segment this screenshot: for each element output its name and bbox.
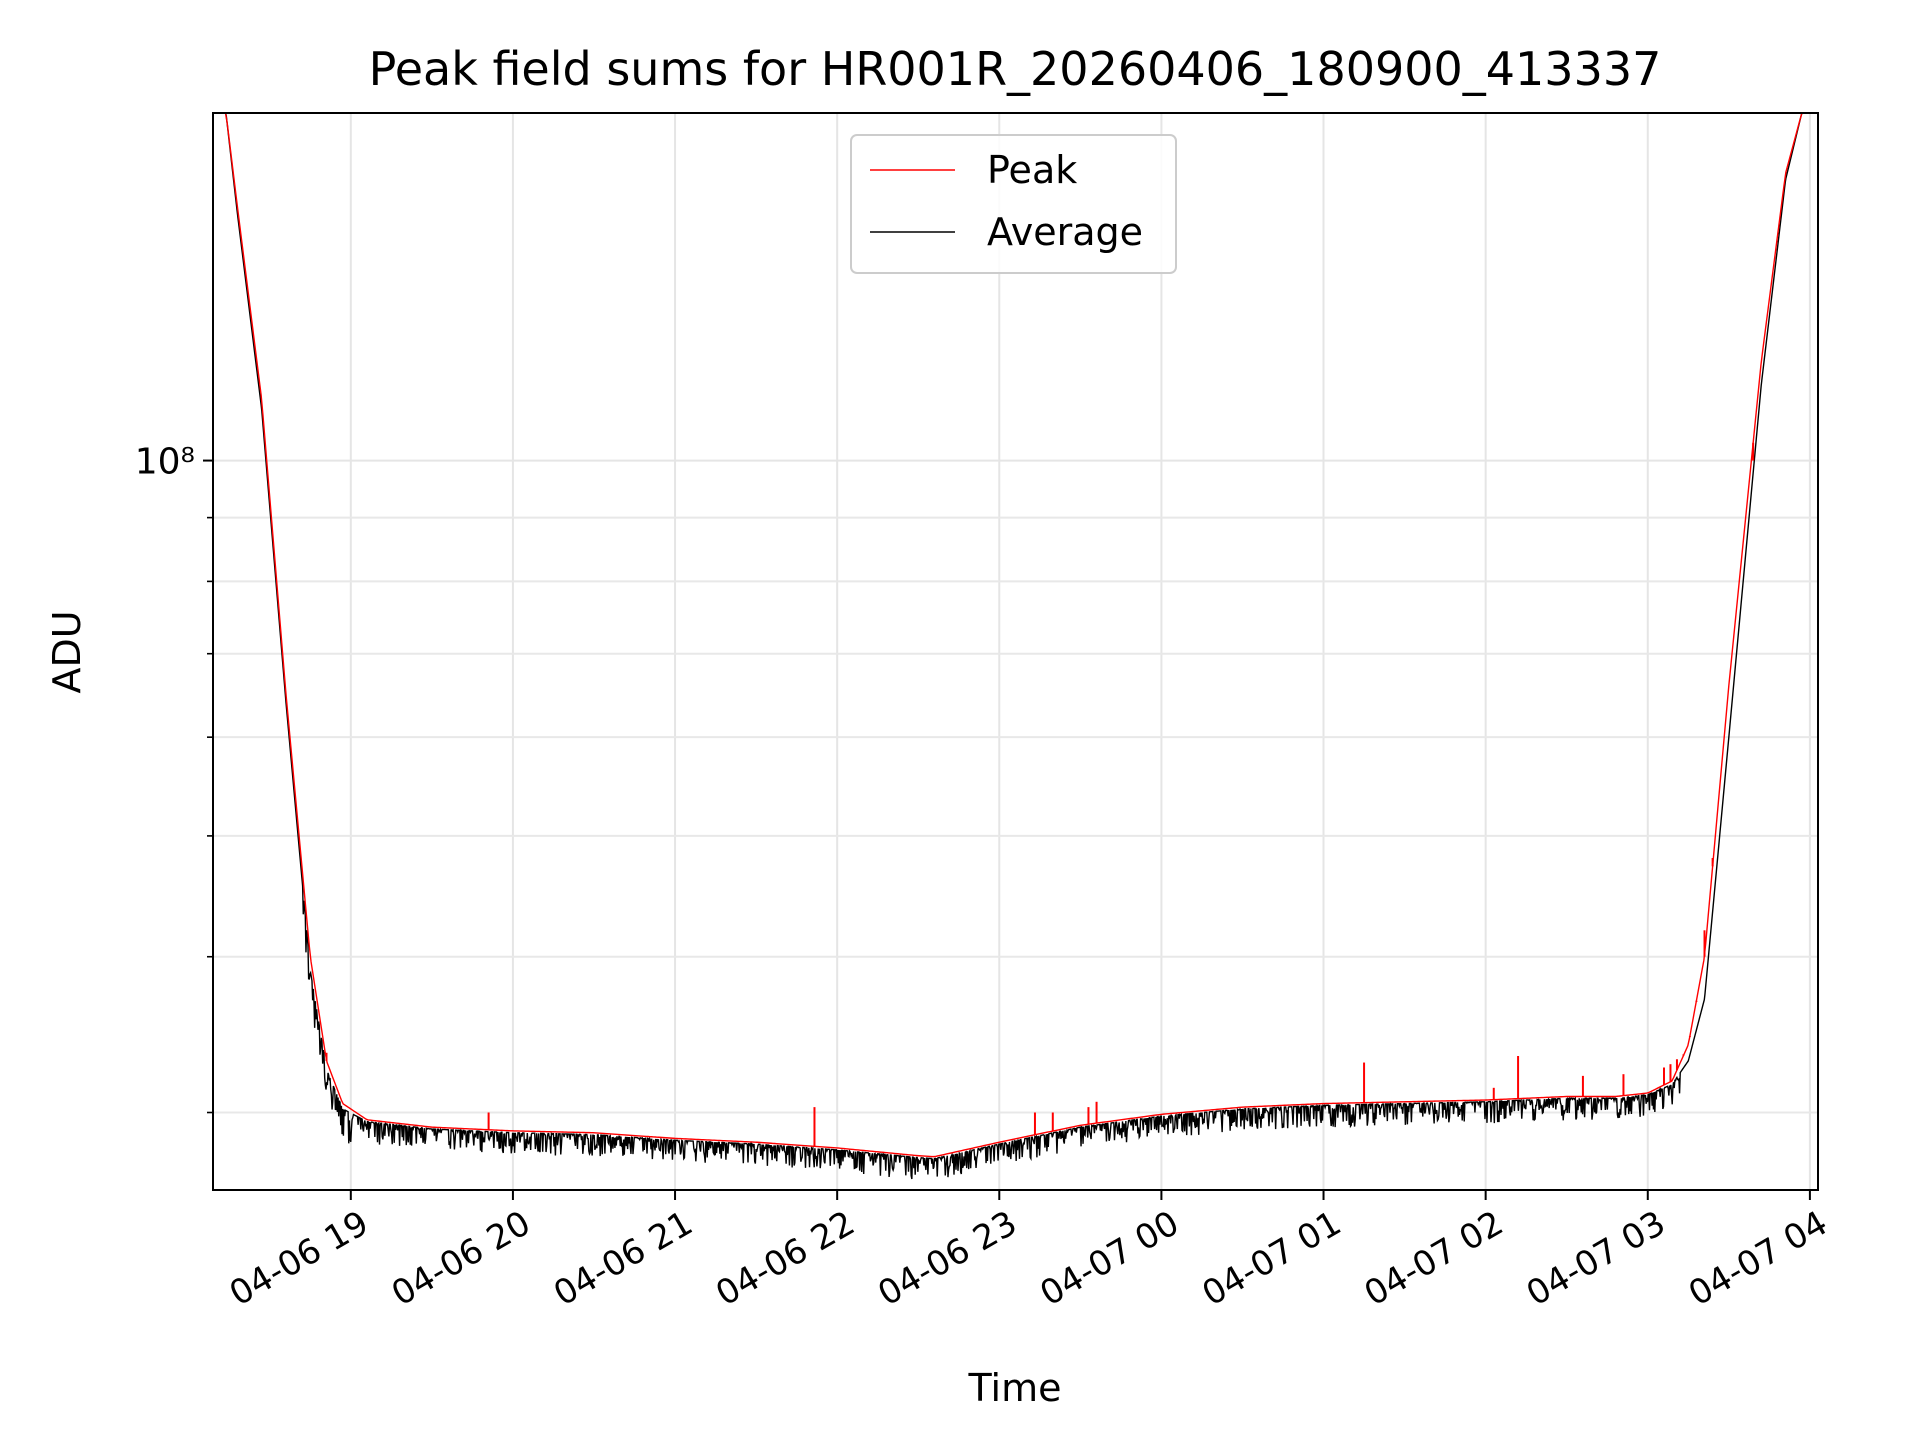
legend-label-average: Average — [987, 210, 1143, 254]
x-axis-label: Time — [968, 1366, 1062, 1410]
chart-title: Peak field sums for HR001R_20260406_1809… — [369, 42, 1662, 96]
series-layer — [213, 113, 1818, 1180]
y-tick-label: 10⁸ — [135, 442, 195, 483]
series-average-line — [213, 113, 1818, 1180]
x-tick-label: 04-07 02 — [1358, 1203, 1510, 1314]
x-tick-label: 04-07 03 — [1520, 1203, 1672, 1314]
legend-label-peak: Peak — [987, 148, 1077, 192]
plot-frame — [212, 112, 1819, 1191]
x-tick-label: 04-07 01 — [1196, 1203, 1348, 1314]
grid — [213, 113, 1818, 1190]
x-tick-label: 04-07 04 — [1682, 1203, 1834, 1314]
x-tick-label: 04-06 23 — [871, 1203, 1023, 1314]
y-axis: 10⁸ — [135, 442, 213, 1114]
x-tick-label: 04-06 20 — [385, 1203, 537, 1314]
x-tick-label: 04-06 22 — [709, 1203, 861, 1314]
x-tick-label: 04-07 00 — [1034, 1203, 1186, 1314]
y-axis-label: ADU — [45, 610, 89, 693]
x-axis: 04-06 19 04-06 20 04-06 21 04-06 22 04-06 23… — [223, 1190, 1834, 1314]
legend: Peak Average — [850, 134, 1177, 274]
x-tick-label: 04-06 19 — [223, 1203, 375, 1314]
x-tick-label: 04-06 21 — [547, 1203, 699, 1314]
series-peak-line — [213, 113, 1818, 1158]
